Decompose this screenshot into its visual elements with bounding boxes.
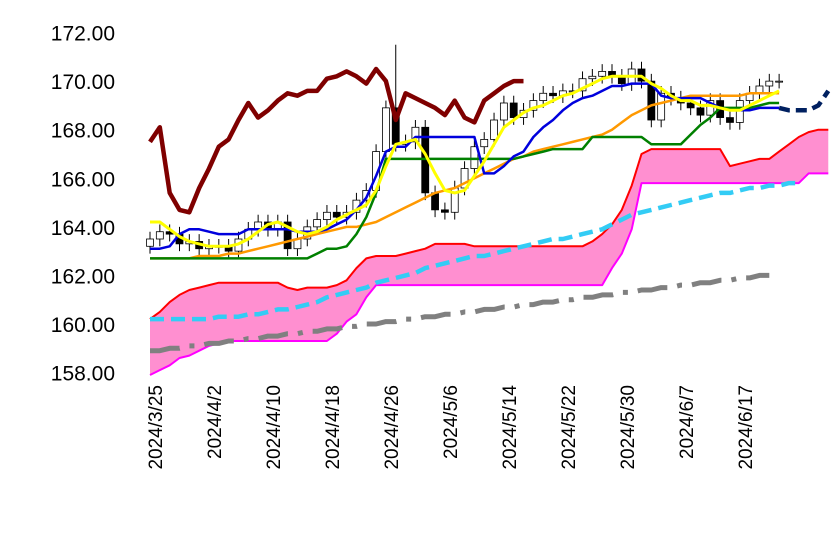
x-tick-label: 2024/4/26 — [382, 385, 403, 470]
candle-body — [775, 80, 784, 83]
x-tick-label: 2024/5/22 — [559, 385, 580, 470]
x-tick-label: 2024/4/18 — [323, 385, 344, 470]
cloud-line — [149, 128, 829, 320]
candle-body — [313, 219, 322, 228]
candle-body — [657, 92, 666, 121]
candle-body — [549, 92, 557, 97]
candle-body — [283, 221, 292, 250]
y-tick-label: 162.00 — [51, 265, 115, 288]
x-tick-label: 2024/4/10 — [264, 385, 285, 470]
y-tick-label: 160.00 — [51, 314, 115, 337]
indicator-line — [148, 66, 524, 215]
candle-body — [509, 102, 518, 118]
cloud-line — [149, 172, 829, 376]
candle-body — [490, 119, 498, 140]
x-tick-label: 2024/5/30 — [618, 385, 639, 470]
candle-body — [647, 80, 656, 121]
candle-body — [440, 209, 449, 213]
candle-body — [499, 102, 508, 121]
candle-body — [588, 75, 597, 80]
candle-body — [578, 78, 587, 92]
y-tick-label: 170.00 — [51, 71, 115, 94]
candle-body — [696, 107, 705, 116]
y-tick-label: 158.00 — [51, 363, 115, 386]
cloud-fill — [150, 129, 829, 375]
candle-body — [706, 100, 715, 116]
candle-body — [382, 107, 390, 152]
indicator-line — [150, 74, 780, 248]
x-tick-label: 2024/6/17 — [736, 385, 757, 470]
candle-body — [470, 146, 479, 169]
candle-body — [765, 80, 774, 87]
x-tick-label: 2024/5/14 — [500, 385, 521, 470]
indicator-line — [150, 101, 780, 260]
candle-body — [539, 92, 548, 101]
moving-average — [150, 180, 799, 322]
x-tick-label: 2024/4/2 — [205, 385, 226, 459]
candle-body — [726, 117, 734, 123]
indicator-line — [778, 89, 831, 113]
x-tick-label: 2024/6/7 — [677, 385, 698, 459]
indicator-line — [150, 92, 780, 260]
candle-body — [480, 139, 489, 148]
x-tick-label: 2024/3/25 — [146, 385, 167, 470]
x-tick-label: 2024/5/6 — [441, 385, 462, 459]
y-tick-label: 164.00 — [51, 217, 115, 240]
y-tick-label: 172.00 — [51, 23, 115, 46]
y-tick-label: 168.00 — [51, 120, 115, 143]
candle-body — [529, 100, 538, 111]
candle-body — [155, 231, 164, 240]
y-tick-label: 166.00 — [51, 168, 115, 191]
candle-body — [146, 238, 154, 247]
moving-average — [150, 272, 770, 354]
candle-body — [598, 71, 607, 77]
candle-body — [323, 211, 331, 220]
candle-body — [332, 211, 341, 218]
candle-body — [686, 102, 695, 109]
